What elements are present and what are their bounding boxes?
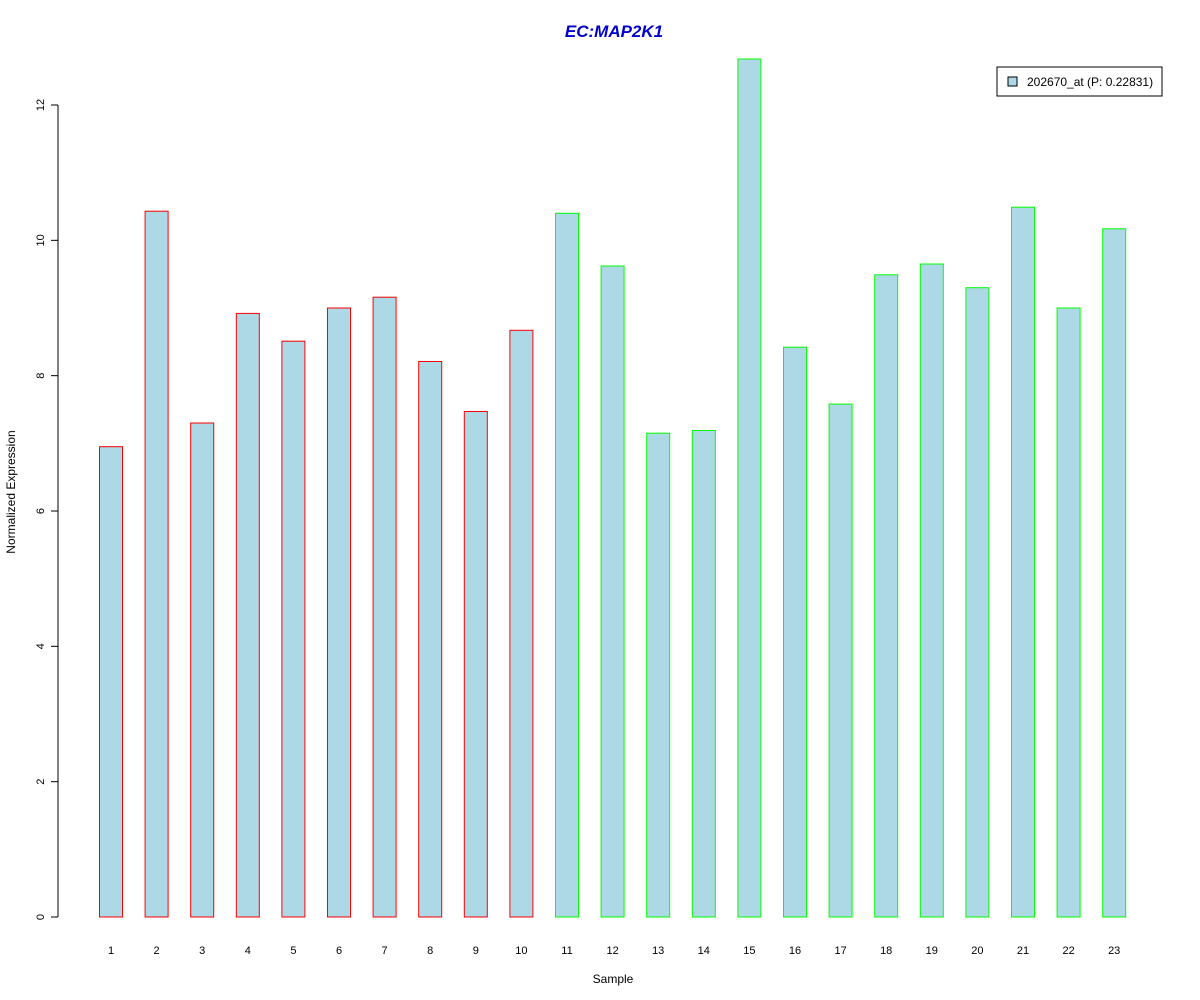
x-tick-label-18: 18 <box>880 945 892 957</box>
y-tick-label-0: 0 <box>35 914 47 920</box>
x-tick-label-23: 23 <box>1108 945 1120 957</box>
y-tick-label-6: 6 <box>35 508 47 514</box>
x-tick-label-5: 5 <box>290 945 296 957</box>
bar-11 <box>555 212 579 918</box>
x-tick-label-10: 10 <box>515 945 527 957</box>
legend-label: 202670_at (P: 0.22831) <box>1027 75 1153 89</box>
x-tick-label-9: 9 <box>473 945 479 957</box>
x-tick-label-20: 20 <box>971 945 983 957</box>
bar-12 <box>600 265 625 918</box>
x-tick-label-6: 6 <box>336 945 342 957</box>
bar-20 <box>965 287 990 918</box>
bar-19 <box>919 263 944 918</box>
bar-4 <box>235 312 260 918</box>
bar-13 <box>646 432 671 918</box>
y-axis: 0 2 4 6 8 10 12 <box>35 99 59 920</box>
x-tick-label-3: 3 <box>199 945 205 957</box>
x-tick-label-14: 14 <box>698 945 710 957</box>
x-tick-label-4: 4 <box>245 945 251 957</box>
x-tick-label-12: 12 <box>606 945 618 957</box>
x-tick-label-8: 8 <box>427 945 433 957</box>
x-axis-label: Sample <box>593 972 634 986</box>
x-tick-label-2: 2 <box>154 945 160 957</box>
chart-title: EC:MAP2K1 <box>565 22 663 41</box>
bar-22 <box>1056 307 1081 918</box>
bar-21 <box>1011 206 1035 918</box>
bars-group <box>99 58 1127 918</box>
bar-14 <box>691 430 716 918</box>
x-tick-label-16: 16 <box>789 945 801 957</box>
x-tick-label-22: 22 <box>1062 945 1074 957</box>
y-tick-label-4: 4 <box>35 643 47 649</box>
x-tick-label-1: 1 <box>108 945 114 957</box>
bar-1 <box>99 446 123 918</box>
bar-6 <box>327 307 351 918</box>
y-axis-label: Normalized Expression <box>4 430 18 553</box>
bar-18 <box>874 274 899 918</box>
x-tick-label-19: 19 <box>926 945 938 957</box>
y-tick-label-10: 10 <box>35 234 47 246</box>
x-tick-label-13: 13 <box>652 945 664 957</box>
y-tick-label-2: 2 <box>35 779 47 785</box>
x-tick-label-17: 17 <box>834 945 846 957</box>
x-tick-label-21: 21 <box>1017 945 1029 957</box>
legend: 202670_at (P: 0.22831) <box>996 66 1163 97</box>
bar-3 <box>190 422 215 918</box>
bar-15 <box>737 58 762 918</box>
bar-17 <box>828 403 853 918</box>
bar-2 <box>144 210 169 918</box>
x-tick-label-7: 7 <box>382 945 388 957</box>
bar-5 <box>281 340 306 918</box>
bar-16 <box>783 346 807 918</box>
x-axis: 1 2 3 4 5 6 7 8 9 10 11 12 13 14 15 16 17 18 19 20 21 22 23 <box>108 945 1120 957</box>
bar-10 <box>509 329 534 918</box>
bar-23 <box>1102 228 1127 918</box>
y-tick-label-8: 8 <box>35 373 47 379</box>
bar-9 <box>463 411 488 918</box>
x-tick-label-15: 15 <box>743 945 755 957</box>
legend-box <box>996 66 1163 97</box>
legend-swatch <box>1007 76 1018 87</box>
bar-7 <box>372 296 397 918</box>
x-tick-label-11: 11 <box>561 945 572 957</box>
y-tick-label-12: 12 <box>35 99 47 111</box>
bar-8 <box>418 361 443 918</box>
